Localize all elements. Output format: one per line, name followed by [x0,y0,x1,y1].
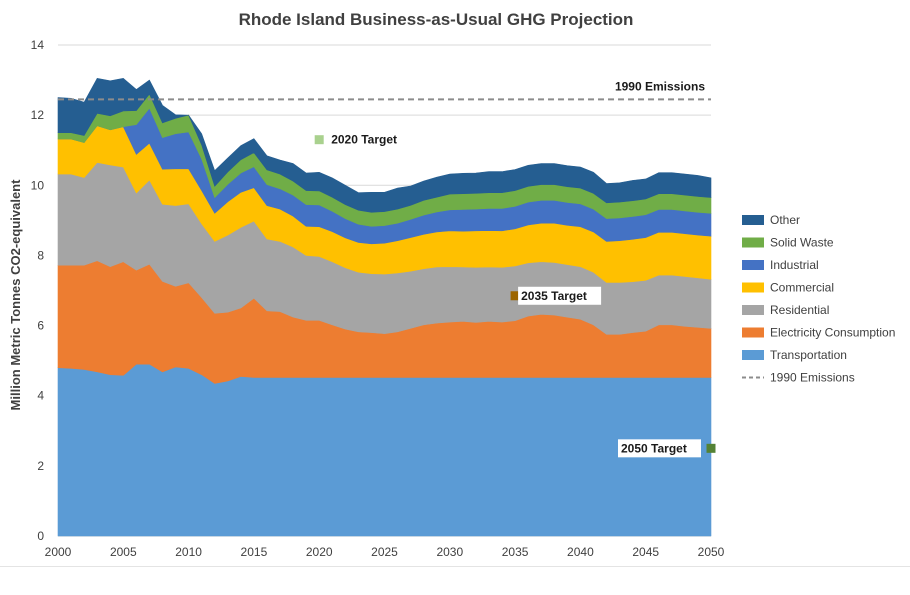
y-tick-label: 6 [37,319,44,333]
legend-swatch [742,350,764,360]
x-tick-label: 2020 [306,545,333,559]
x-tick-label: 2040 [567,545,594,559]
area-transportation [57,363,712,537]
x-tick-label: 2045 [632,545,659,559]
chart-title: Rhode Island Business-as-Usual GHG Proje… [239,10,634,29]
y-axis-ticks: 0 2 4 6 8 10 12 14 [31,38,45,543]
target-label: 2035 Target [521,289,587,303]
y-tick-label: 2 [37,459,44,473]
legend-swatch [742,260,764,270]
legend-label: Solid Waste [770,236,834,250]
legend-swatch [742,305,764,315]
legend-label: Residential [770,303,829,317]
x-tick-label: 2035 [502,545,529,559]
x-tick-label: 2050 [698,545,725,559]
legend-label: Industrial [770,258,819,272]
y-tick-label: 4 [37,389,44,403]
legend-swatch [742,327,764,338]
area-other [57,77,712,213]
x-tick-label: 2005 [110,545,137,559]
x-tick-label: 2030 [436,545,463,559]
stacked-areas [57,77,712,537]
x-tick-label: 2015 [241,545,268,559]
target-marker [314,135,324,145]
target-marker [510,291,520,301]
bottom-divider [0,566,910,567]
y-tick-label: 8 [37,248,44,262]
legend-label: Commercial [770,281,834,295]
y-axis-label: Million Metric Tonnes CO2-equivalent [8,179,23,411]
legend-swatch [742,237,764,248]
targets-group: 2020 Target 2035 Target 2050 Target [314,133,716,458]
x-axis-ticks: 2000 2005 2010 2015 2020 2025 2030 2035 2040 2045… [45,545,725,559]
x-tick-label: 2000 [45,545,72,559]
target-label: 2050 Target [621,441,687,455]
target-label: 2020 Target [331,133,397,147]
legend-swatch [742,215,764,225]
legend-swatch [742,282,764,293]
target-label-box [518,286,602,305]
x-tick-label: 2025 [371,545,398,559]
y-tick-label: 14 [31,38,45,52]
y-tick-label: 0 [37,529,44,543]
y-tick-label: 12 [31,108,45,122]
x-tick-label: 2010 [175,545,202,559]
legend-label: 1990 Emissions [770,371,855,385]
legend-label: Electricity Consumption [770,326,895,340]
reference-line-group: 1990 Emissions [58,79,711,101]
legend: Other Solid Waste Industrial Commercial Resi… [742,213,895,385]
target-label-box [618,439,701,458]
target-marker [706,443,716,453]
reference-line-label: 1990 Emissions [615,79,705,93]
legend-label: Transportation [770,348,847,362]
legend-label: Other [770,213,800,227]
y-tick-label: 10 [31,178,45,192]
